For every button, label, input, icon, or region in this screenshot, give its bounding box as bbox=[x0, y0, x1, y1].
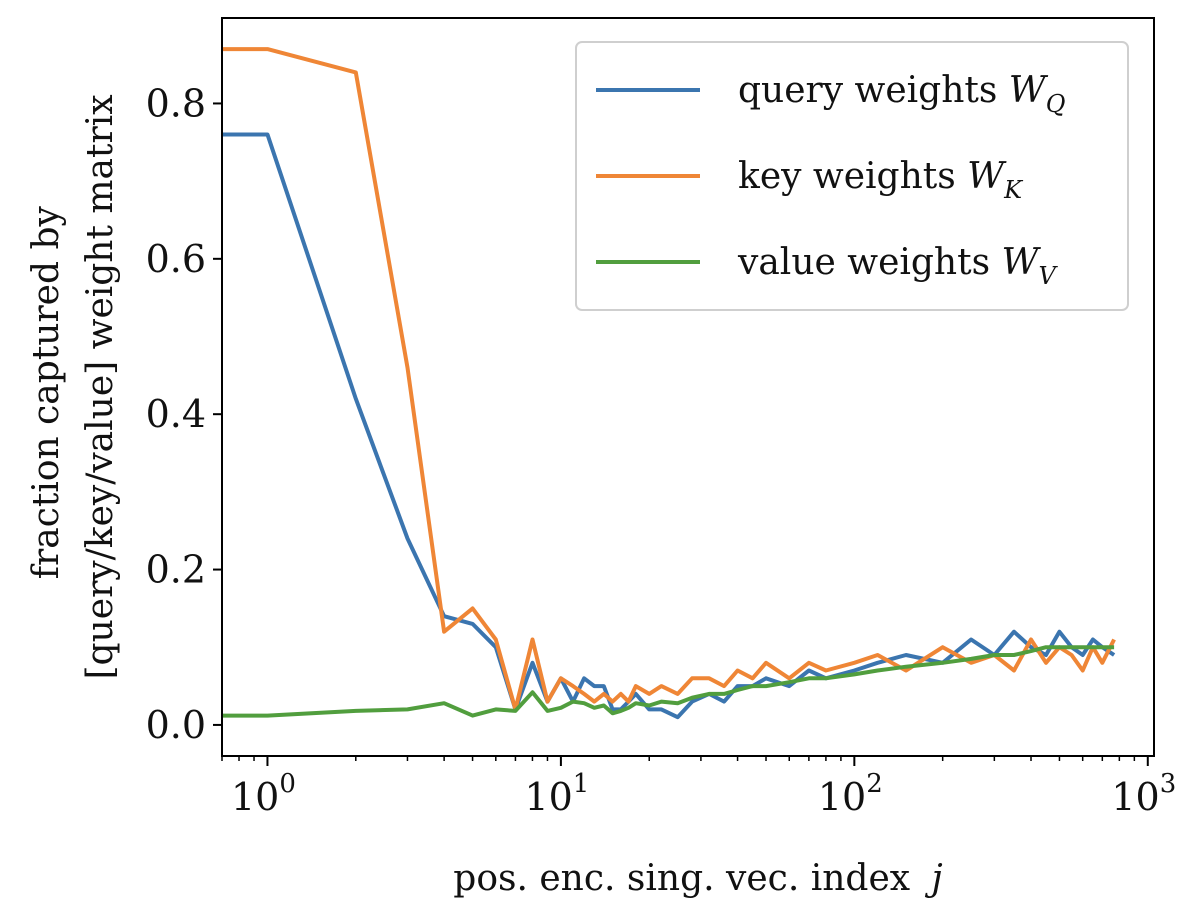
x-axis-label-var: j bbox=[925, 858, 943, 899]
series-line-v bbox=[222, 645, 1115, 718]
plot-lines bbox=[222, 47, 1116, 720]
plot-frame bbox=[221, 17, 1155, 757]
x-tick-label: 101 bbox=[524, 769, 589, 819]
axis-ticks: 0.0 0.2 0.4 0.6 0.8 100 101 102 103 bbox=[146, 81, 1177, 819]
legend: query weights WQ key weights WK value weig… bbox=[575, 41, 1129, 311]
legend-label-q: query weights WQ bbox=[738, 70, 1065, 118]
y-tick-label: 0.4 bbox=[146, 392, 206, 436]
x-tick-label: 100 bbox=[231, 769, 296, 819]
legend-box bbox=[575, 41, 1129, 311]
y-axis-label: fraction captured by [query/key/value] w… bbox=[26, 95, 121, 680]
legend-label-k: key weights WK bbox=[738, 156, 1024, 204]
y-tick-label: 0.8 bbox=[146, 81, 206, 125]
y-tick-label: 0.2 bbox=[146, 548, 206, 592]
x-tick-label: 102 bbox=[818, 769, 883, 819]
y-tick-label: 0.6 bbox=[146, 237, 206, 281]
x-tick-label: 103 bbox=[1111, 769, 1176, 819]
y-tick-label: 0.0 bbox=[146, 703, 206, 747]
y-axis-label-line-1: fraction captured by bbox=[26, 205, 67, 579]
x-axis-label-text: pos. enc. sing. vec. index bbox=[453, 858, 910, 899]
y-axis-label-line-2: [query/key/value] weight matrix bbox=[80, 95, 121, 680]
legend-label-v: value weights WV bbox=[737, 242, 1059, 290]
x-axis-label: pos. enc. sing. vec. index j bbox=[453, 858, 942, 899]
